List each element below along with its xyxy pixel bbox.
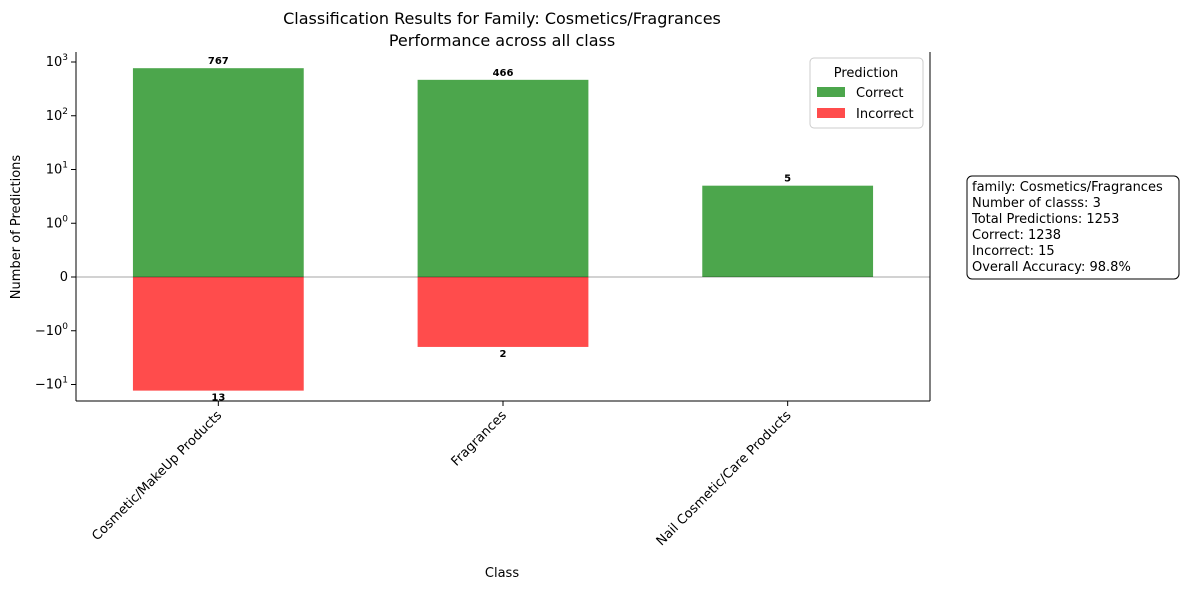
y-tick-label: −101 <box>35 376 68 393</box>
x-ticks-group: Cosmetic/MakeUp Products Fragrances Nail C… <box>89 401 795 549</box>
y-tick-label: 100 <box>46 214 69 231</box>
data-label-correct-fragrances: 466 <box>493 68 514 79</box>
info-line-total: Total Predictions: 1253 <box>971 212 1119 227</box>
data-label-incorrect-cosmetic-makeup-products: 13 <box>211 393 225 404</box>
chart-title: Classification Results for Family: Cosme… <box>283 9 721 28</box>
x-tick-label-nail-cosmetic-care-products: Nail Cosmetic/Care Products <box>654 408 795 549</box>
y-tick-label: 0 <box>60 270 68 285</box>
y-ticks-group: 103 102 101 100 0 −100 −101 <box>35 53 76 393</box>
bar-incorrect-cosmetic-makeup-products <box>132 277 304 391</box>
bar-correct-fragrances <box>417 79 589 278</box>
x-tick-label-cosmetic-makeup-products: Cosmetic/MakeUp Products <box>89 408 225 544</box>
legend-label-incorrect: Incorrect <box>856 107 914 122</box>
legend-title: Prediction <box>834 66 899 81</box>
legend-swatch-incorrect <box>817 108 845 118</box>
data-label-correct-nail-cosmetic-care-products: 5 <box>784 174 791 185</box>
info-box: family: Cosmetics/Fragrances Number of c… <box>966 175 1180 280</box>
y-tick-label: −100 <box>35 322 68 339</box>
bar-incorrect-fragrances <box>417 277 589 347</box>
bar-correct-nail-cosmetic-care-products <box>702 185 874 277</box>
data-label-incorrect-fragrances: 2 <box>500 349 507 360</box>
y-tick-label: 103 <box>46 53 68 70</box>
data-labels-group: 767 466 5 13 2 <box>208 56 791 403</box>
bars-group <box>132 68 874 391</box>
legend-label-correct: Correct <box>856 86 903 101</box>
info-line-correct: Correct: 1238 <box>972 228 1061 243</box>
y-axis-label: Number of Predictions <box>9 155 24 300</box>
data-label-correct-cosmetic-makeup-products: 767 <box>208 56 229 67</box>
y-tick-label: 101 <box>46 161 68 178</box>
info-line-class-count: Number of classs: 3 <box>972 196 1101 211</box>
legend-swatch-correct <box>817 87 845 97</box>
info-box-frame <box>966 175 1180 280</box>
bar-correct-cosmetic-makeup-products <box>132 68 304 277</box>
y-tick-label: 102 <box>46 107 68 124</box>
chart-subtitle: Performance across all class <box>389 31 615 50</box>
info-line-incorrect: Incorrect: 15 <box>972 244 1055 259</box>
x-axis-label: Class <box>485 566 519 581</box>
x-tick-label-fragrances: Fragrances <box>449 408 510 469</box>
legend: Prediction Correct Incorrect <box>809 57 924 129</box>
info-line-accuracy: Overall Accuracy: 98.8% <box>972 260 1131 275</box>
info-line-family: family: Cosmetics/Fragrances <box>972 180 1163 195</box>
